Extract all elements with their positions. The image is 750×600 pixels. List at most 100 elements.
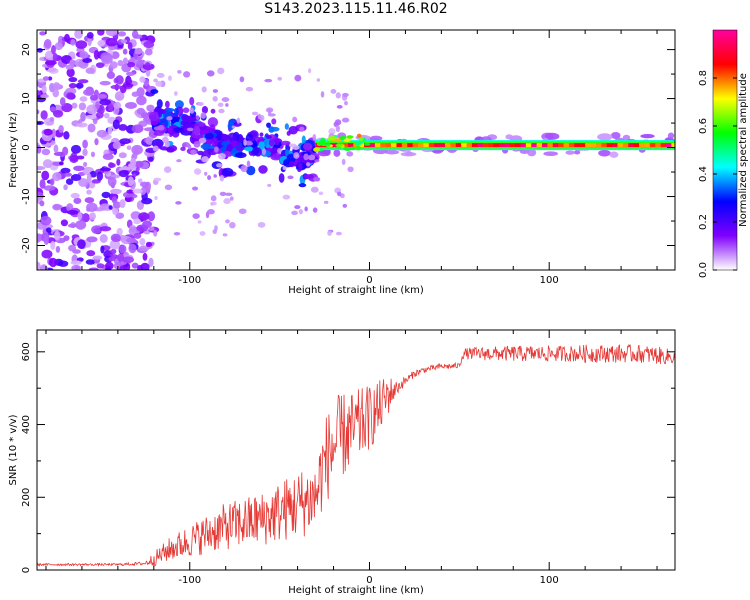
spectral-blob <box>43 236 49 245</box>
spectral-blob <box>79 51 89 59</box>
spectral-blob <box>335 231 342 236</box>
spectral-blob <box>349 146 356 151</box>
steady-line-segment <box>515 143 521 148</box>
spectral-blob <box>119 199 126 209</box>
spectral-blob <box>223 134 229 142</box>
spectral-blob <box>193 141 201 148</box>
x-tick-label: -100 <box>178 575 201 586</box>
steady-line-segment <box>418 143 424 148</box>
spectral-blob <box>94 138 99 146</box>
spectral-blob <box>162 136 169 144</box>
spectral-blob <box>39 264 48 270</box>
spectral-blob <box>303 153 309 161</box>
y-tick-label: 10 <box>21 92 32 105</box>
spectral-blob <box>130 157 137 168</box>
spectral-blob <box>355 141 362 146</box>
spectral-blob <box>162 133 170 137</box>
spectral-blob <box>118 169 129 178</box>
spectral-blob <box>52 203 62 211</box>
spectral-blob <box>221 97 230 103</box>
spectral-blob <box>165 107 175 113</box>
spectral-blob <box>122 256 135 264</box>
spectral-blob <box>301 135 306 144</box>
spectral-blob <box>105 30 118 37</box>
steady-line-segment <box>660 143 667 148</box>
spectral-blob <box>189 96 195 106</box>
spectral-blob <box>219 191 227 196</box>
spectral-blob <box>69 154 79 163</box>
steady-line-segment <box>455 143 462 148</box>
spectral-blob <box>334 138 342 143</box>
spectral-blob <box>277 76 282 81</box>
spectral-blob <box>236 117 241 124</box>
spectral-blob <box>131 144 143 155</box>
spectral-blob <box>210 195 217 202</box>
spectral-blob <box>70 260 82 266</box>
steady-line-segment <box>407 143 414 148</box>
spectral-blob <box>359 137 364 142</box>
y-tick-label: 400 <box>21 415 32 434</box>
spectral-blob <box>127 61 136 68</box>
steady-line-segment <box>412 143 419 148</box>
spectral-blob <box>355 145 361 151</box>
snr-ylabel: SNR (10 * v/v) <box>8 414 19 485</box>
spectral-blob <box>225 219 230 224</box>
spectral-blob <box>609 151 619 158</box>
spectral-blob <box>235 146 244 151</box>
colorbar-tick-label: 0.4 <box>698 166 709 182</box>
spectral-blob <box>97 30 105 36</box>
x-tick-label: -100 <box>178 275 201 286</box>
spectral-blob <box>167 75 172 81</box>
steady-line-segment <box>434 143 441 148</box>
spectral-blob <box>134 160 144 168</box>
steady-line-segment <box>396 143 403 148</box>
spectral-blob <box>294 74 302 82</box>
spectral-blob <box>166 116 173 121</box>
spectral-blob <box>145 136 154 145</box>
spectral-blob <box>92 255 103 260</box>
spectral-blob <box>282 166 287 171</box>
spectral-blob <box>126 71 135 76</box>
spectral-blob <box>142 252 148 261</box>
spectral-blob <box>81 213 90 223</box>
spectral-blob <box>298 183 307 188</box>
spectral-blob <box>304 206 308 212</box>
spectral-blob <box>312 133 317 141</box>
steady-line-segment <box>558 143 565 148</box>
spectral-blob <box>610 132 621 140</box>
x-tick-label: 100 <box>540 575 559 586</box>
spectral-blob <box>268 138 275 147</box>
spectral-blob <box>167 126 173 134</box>
spectral-blob <box>176 159 182 163</box>
spectral-blob <box>156 99 163 109</box>
spectral-blob <box>294 205 301 210</box>
spectral-blob <box>330 88 337 94</box>
spectral-blob <box>210 108 216 114</box>
spectral-blob <box>69 59 75 70</box>
spectral-blob <box>190 149 197 155</box>
spectral-blob <box>70 174 82 182</box>
spectral-blob <box>182 107 190 114</box>
spectral-blob <box>267 183 272 187</box>
spectral-blob <box>142 220 152 229</box>
spectral-blob <box>292 116 298 123</box>
spectral-blob <box>70 144 82 154</box>
spectral-blob <box>117 60 124 67</box>
spectral-blob <box>219 174 225 182</box>
spectral-blob <box>201 106 208 114</box>
spectral-blob <box>107 126 113 135</box>
spectral-blob <box>106 71 116 80</box>
steady-line-segment <box>547 143 554 148</box>
spectral-blob <box>137 178 143 184</box>
spectral-blob <box>115 75 124 85</box>
steady-line-segment <box>536 143 543 148</box>
spectral-blob <box>207 117 219 128</box>
spectral-blob <box>369 135 383 142</box>
spectral-blob <box>60 167 71 174</box>
spectral-blob <box>164 100 170 108</box>
spectral-blob <box>67 223 77 228</box>
steady-line-segment <box>628 143 635 148</box>
steady-line-segment <box>590 143 597 148</box>
spectral-blob <box>280 140 291 146</box>
